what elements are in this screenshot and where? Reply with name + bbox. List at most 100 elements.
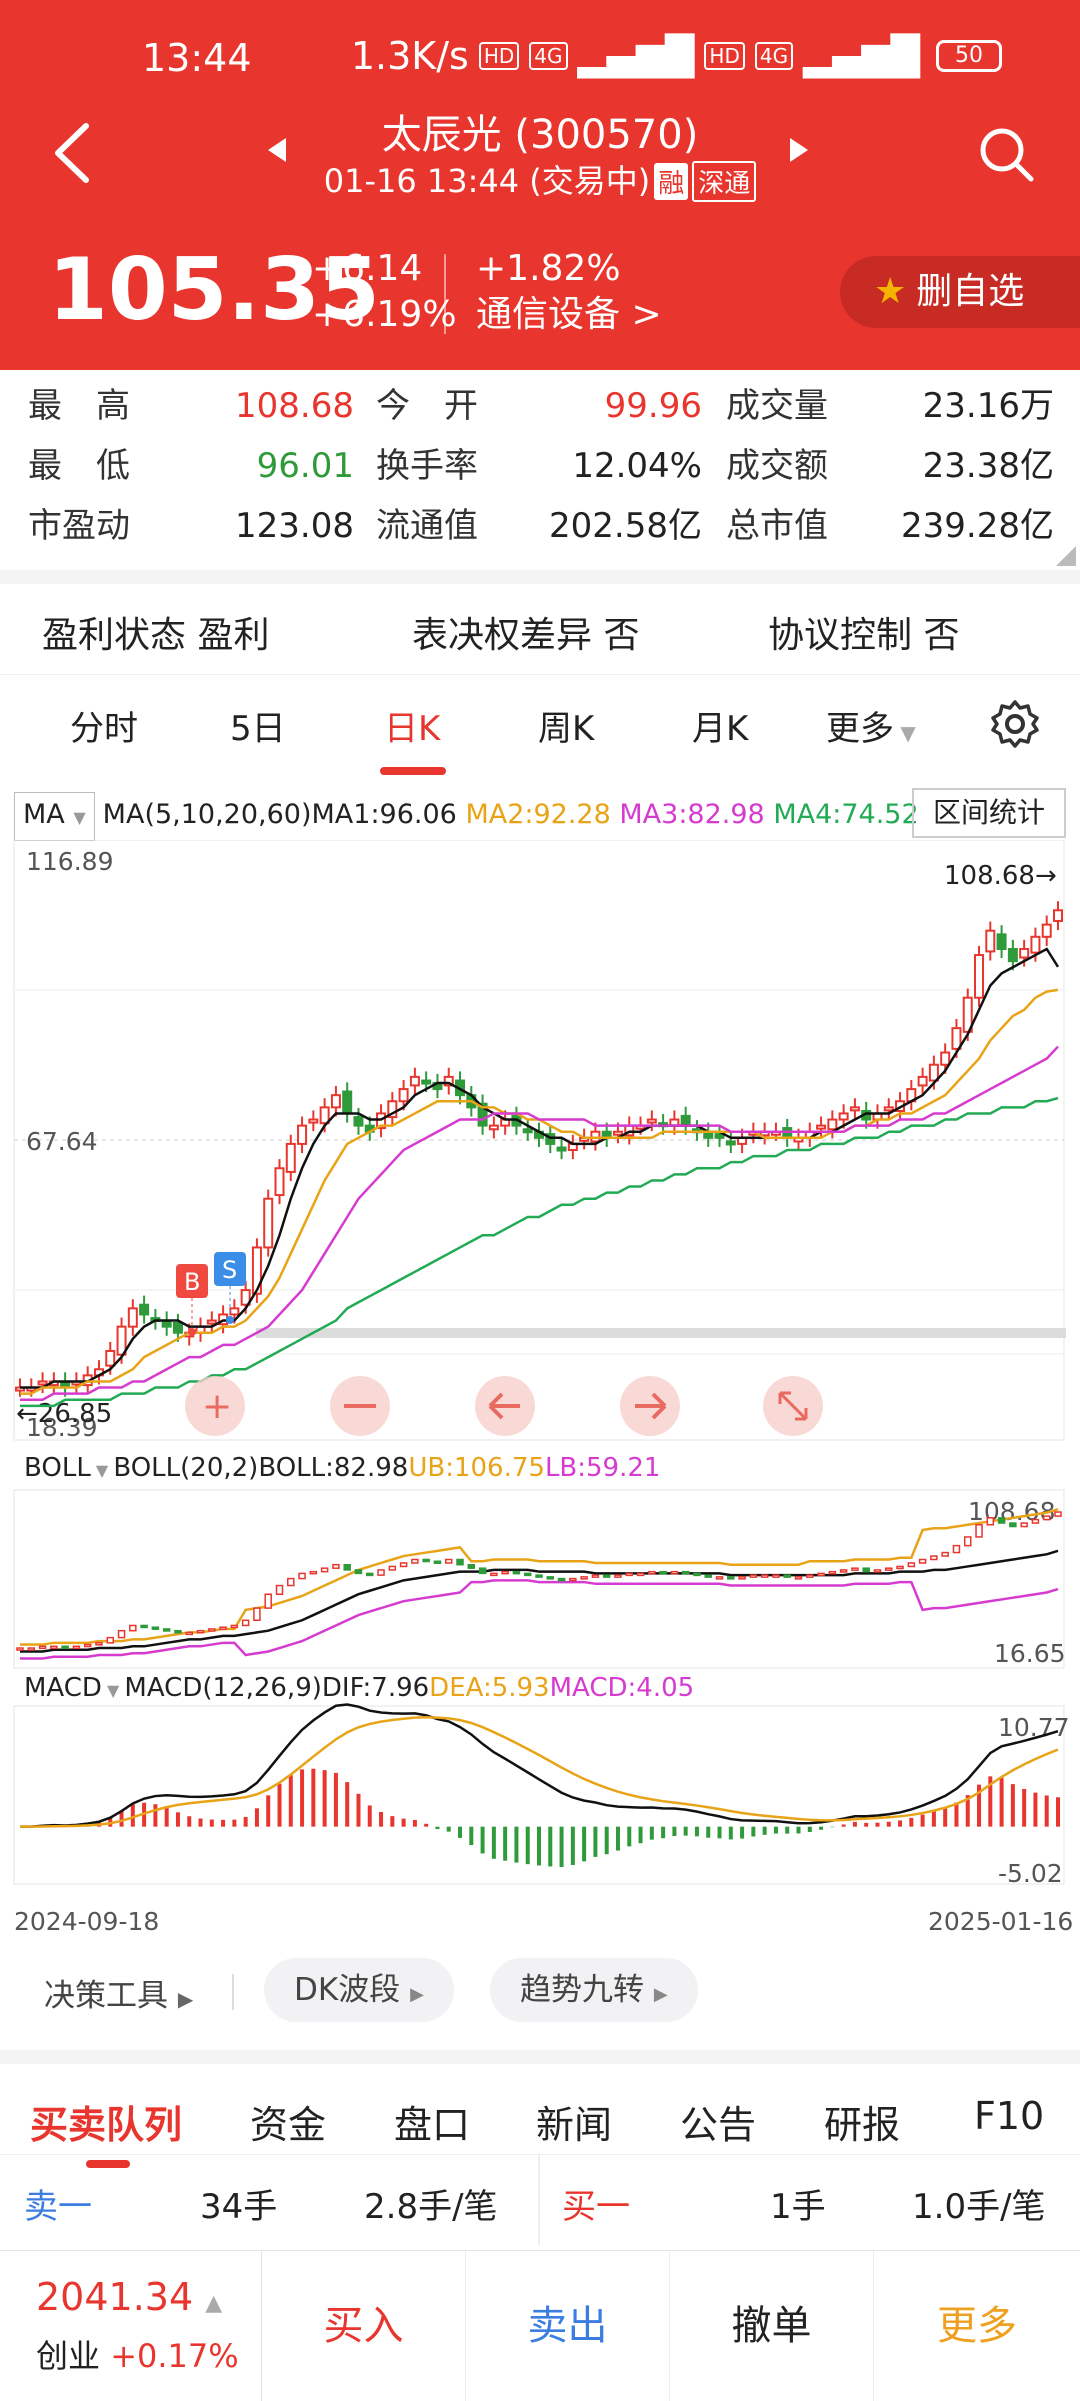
chevron-down-icon: ▼ [894,721,916,745]
boll-candle [83,1643,92,1648]
status-right: 1.3K/s HD 4G ▂▄▆█ HD 4G ▂▄▆█ 50 [351,34,1002,78]
sell-button[interactable]: 卖出 [466,2251,670,2401]
boll-selector[interactable]: BOLL [24,1453,91,1483]
boll-candle [50,1645,58,1650]
stat-value: 96.01 [256,446,354,486]
stat-value: 202.58亿 [549,506,702,546]
sell-marker[interactable]: S [214,1252,246,1324]
boll-candle [738,1576,746,1580]
candle-body [849,1106,860,1112]
ma-selector[interactable]: MA ▼ [14,792,95,841]
sector-info[interactable]: +1.82% 通信设备 > [476,246,662,338]
boll-candle [478,1567,487,1575]
boll-candle [95,1642,103,1646]
connect-tag: 深通 [692,161,757,202]
boll-candle [839,1569,848,1573]
macd-selector[interactable]: MACD [24,1673,102,1703]
chart-area: MA ▼ MA(5,10,20,60)MA1:96.06 MA2:92.28 MA… [0,784,1080,1944]
tab-more[interactable]: 更多 ▼ [826,701,916,750]
stat-value: 239.28亿 [901,506,1054,546]
stat-item: 今 开 99.96 [376,376,702,436]
remove-favorite-button[interactable]: ★ 删自选 [840,256,1080,328]
boll-chart [16,1508,1062,1660]
tab-daily-k[interactable]: 日K [384,709,441,749]
cancel-order-button[interactable]: 撤单 [670,2251,874,2401]
tab-weekly-k[interactable]: 周K [538,709,595,749]
boll-candle [1009,1522,1017,1528]
stat-item: 流通值 202.58亿 [376,496,702,556]
tab-book[interactable]: 盘口 [394,2103,471,2147]
stat-label: 流通值 [376,506,478,546]
boll-candle [140,1624,148,1629]
candle-body [353,1116,364,1127]
boll-candle [546,1576,555,1580]
tab-5day[interactable]: 5日 [230,709,286,749]
stat-label: 今 开 [376,386,478,426]
boll-candle [986,1517,995,1526]
buy-button[interactable]: 买入 [262,2251,466,2401]
boll-mid-line [20,1549,1059,1653]
prev-stock-icon[interactable] [268,138,286,162]
buy-marker[interactable]: B [176,1264,208,1336]
sector-pct: +1.82% [476,248,621,289]
zoom-in-button[interactable] [185,1376,245,1436]
candle-body [206,1319,217,1325]
range-stats-button[interactable]: 区间统计 [912,788,1066,838]
boll-candle [388,1565,397,1571]
trade-time: 01-16 13:44 (交易中) [323,162,651,200]
candle-body [285,1142,296,1173]
chevron-down-icon: ▼ [91,1461,113,1480]
action-bar: 2041.34 ▲ 创业 +0.17% 买入 卖出 撤单 更多 [0,2250,1080,2401]
tab-funds[interactable]: 资金 [250,2103,327,2147]
hd-badge: HD [478,42,520,70]
boll-candle [230,1624,239,1629]
search-icon[interactable] [976,124,1036,184]
tab-news[interactable]: 新闻 [536,2103,613,2147]
boll-candle [715,1576,724,1580]
boll-candle [399,1562,408,1568]
next-stock-icon[interactable] [790,138,808,162]
tab-announcements[interactable]: 公告 [680,2103,757,2147]
decision-tools-button[interactable]: 决策工具 ▶ [44,1970,193,2015]
tab-f10[interactable]: F10 [974,2094,1045,2138]
boll-candle [16,1647,24,1651]
tab-order-queue[interactable]: 买卖队列 [30,2103,183,2147]
divider [538,2155,540,2245]
boll-candle [298,1572,306,1580]
dk-band-button[interactable]: DK波段 ▶ [264,1958,454,2022]
boll-candle [241,1619,250,1627]
macd-dif-line [20,1703,1059,1828]
index-widget[interactable]: 2041.34 ▲ 创业 +0.17% [0,2251,262,2401]
kline-chart[interactable]: 116.89 67.64 18.39 108.68→ ←26.85 B S + … [0,840,1080,2010]
arrow-up-icon: ▲ [205,2291,223,2316]
min-price-value: 26.85 [38,1399,112,1429]
candle-body [37,1380,48,1386]
tab-monthly-k[interactable]: 月K [692,709,749,749]
candle-body [274,1167,285,1197]
boll-candle [117,1629,126,1639]
candle-body [172,1321,183,1334]
candle-body [488,1124,499,1131]
candle-body [308,1118,319,1124]
more-button[interactable]: 更多 [937,2303,1017,2349]
stat-item: 总市值 239.28亿 [726,496,1054,556]
candle-body [816,1124,827,1130]
stats-grid: 最 高 108.68 今 开 99.96 成交量 23.16万最 低 96.01 换手率 12.… [0,374,1080,570]
boll-candle [896,1565,904,1570]
boll-candle [106,1636,115,1644]
tab-research[interactable]: 研报 [824,2103,901,2147]
tab-intraday[interactable]: 分时 [70,709,138,749]
candle-body [1030,935,1041,954]
boll-candle [681,1570,690,1575]
boll-candle [354,1569,363,1575]
trend-nine-button[interactable]: 趋势九转 ▶ [490,1958,698,2022]
gear-icon[interactable] [990,699,1040,749]
boll-candle [253,1607,261,1622]
boll-candle [512,1570,521,1575]
back-icon[interactable] [48,118,98,188]
candle-body [680,1114,691,1127]
end-date: 2025-01-16 [928,1907,1073,1936]
boll-candle [704,1574,712,1578]
boll-candle [320,1567,329,1573]
boll-candle [907,1562,916,1568]
